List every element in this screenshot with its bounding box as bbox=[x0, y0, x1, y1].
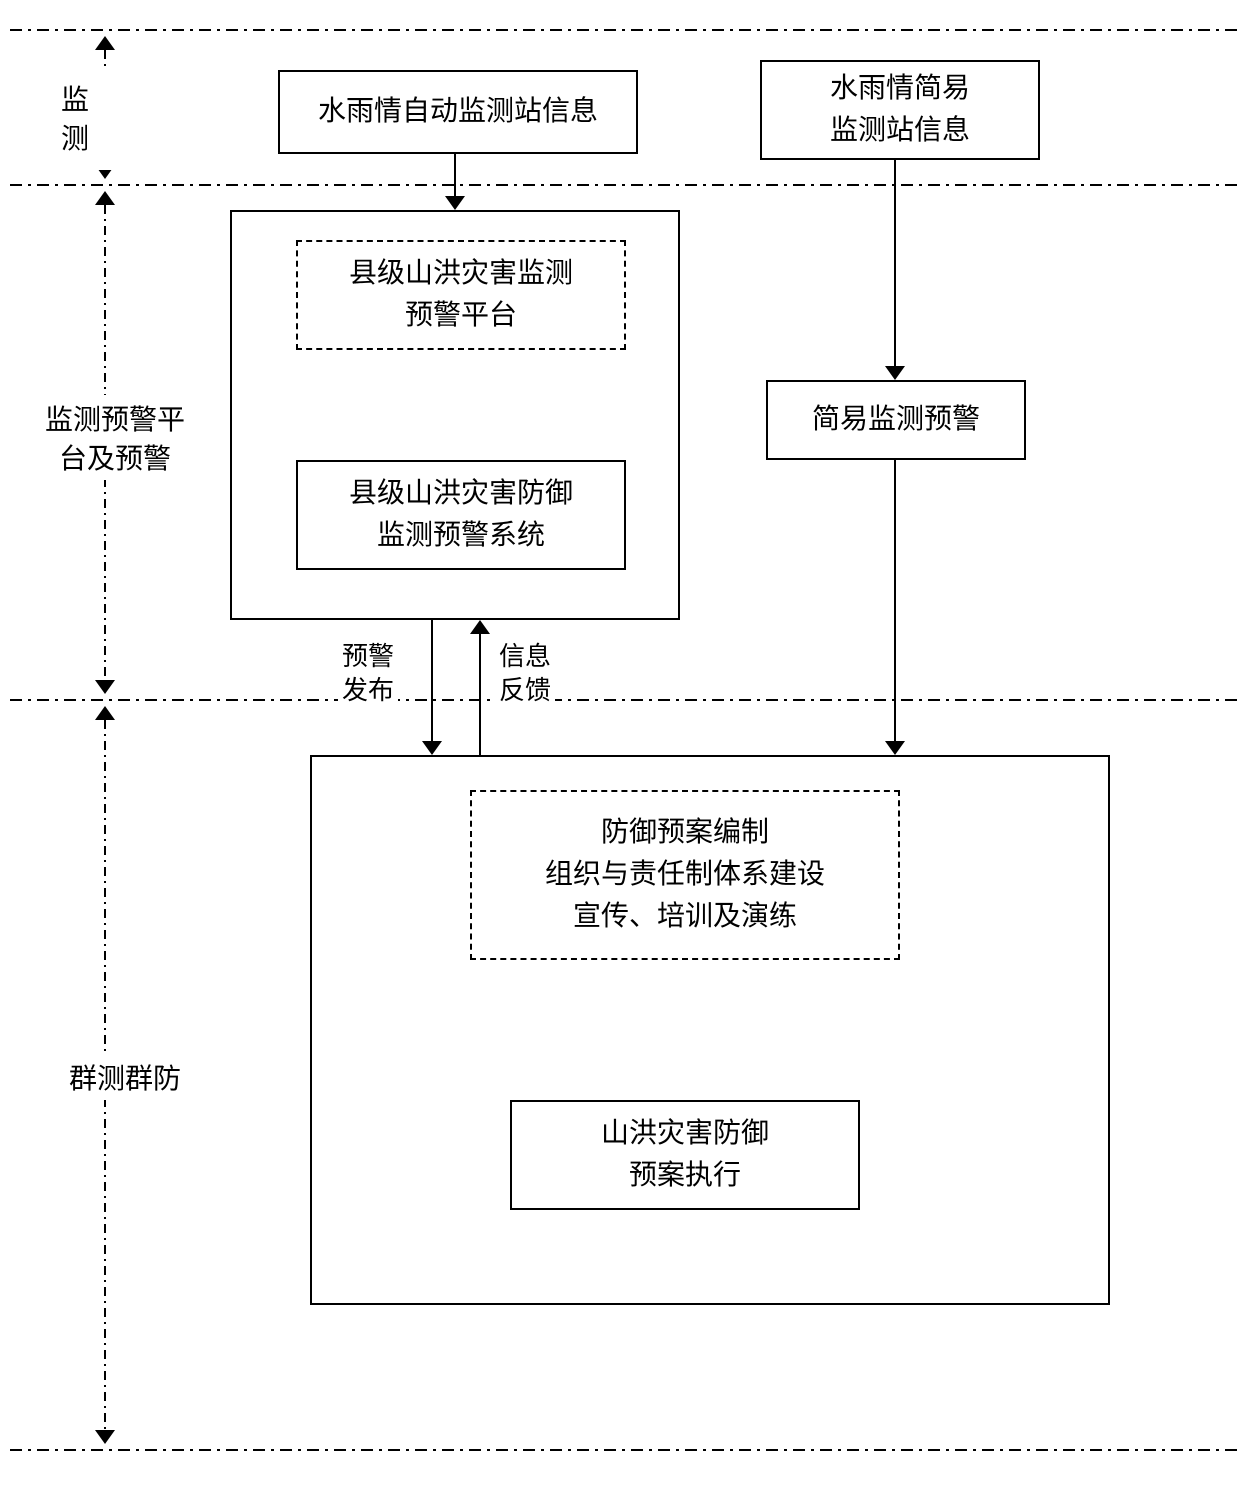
arrow-label-release: 预警 发布 bbox=[338, 640, 398, 708]
text: 水雨情简易 bbox=[830, 68, 970, 110]
section-label-platform: 监测预警平 台及预警 bbox=[30, 400, 200, 480]
text: 县级山洪灾害防御 bbox=[349, 473, 573, 515]
box-county-platform: 县级山洪灾害监测 预警平台 bbox=[296, 240, 626, 350]
text: 监 bbox=[61, 81, 89, 120]
text: 测 bbox=[61, 120, 89, 159]
text: 组织与责任制体系建设 bbox=[545, 854, 825, 896]
text: 发布 bbox=[342, 674, 394, 708]
text: 预警 bbox=[342, 640, 394, 674]
text: 简易监测预警 bbox=[812, 399, 980, 441]
box-county-defense: 县级山洪灾害防御 监测预警系统 bbox=[296, 460, 626, 570]
arrow-label-feedback: 信息 反馈 bbox=[495, 640, 555, 708]
text: 山洪灾害防御 bbox=[601, 1113, 769, 1155]
box-simple-warning: 简易监测预警 bbox=[766, 380, 1026, 460]
text: 县级山洪灾害监测 bbox=[349, 253, 573, 295]
box-auto-station: 水雨情自动监测站信息 bbox=[278, 70, 638, 154]
section-label-monitor: 监 测 bbox=[55, 75, 95, 165]
text: 台及预警 bbox=[59, 440, 171, 479]
box-simple-station: 水雨情简易 监测站信息 bbox=[760, 60, 1040, 160]
text: 宣传、培训及演练 bbox=[573, 896, 797, 938]
text: 监测预警系统 bbox=[377, 515, 545, 557]
text: 群测群防 bbox=[69, 1060, 181, 1099]
text: 防御预案编制 bbox=[601, 812, 769, 854]
box-plan-make: 防御预案编制 组织与责任制体系建设 宣传、培训及演练 bbox=[470, 790, 900, 960]
text: 预警平台 bbox=[405, 295, 517, 337]
box-plan-exec: 山洪灾害防御 预案执行 bbox=[510, 1100, 860, 1210]
text: 信息 bbox=[499, 640, 551, 674]
text: 监测站信息 bbox=[830, 110, 970, 152]
text: 反馈 bbox=[499, 674, 551, 708]
text: 监测预警平 bbox=[45, 401, 185, 440]
text: 水雨情自动监测站信息 bbox=[318, 91, 598, 133]
text: 预案执行 bbox=[629, 1155, 741, 1197]
section-label-qunce: 群测群防 bbox=[50, 1060, 200, 1100]
flowchart-root: 监 测 监测预警平 台及预警 群测群防 水雨情自动监测站信息 水雨情简易 监测站… bbox=[0, 0, 1248, 1504]
